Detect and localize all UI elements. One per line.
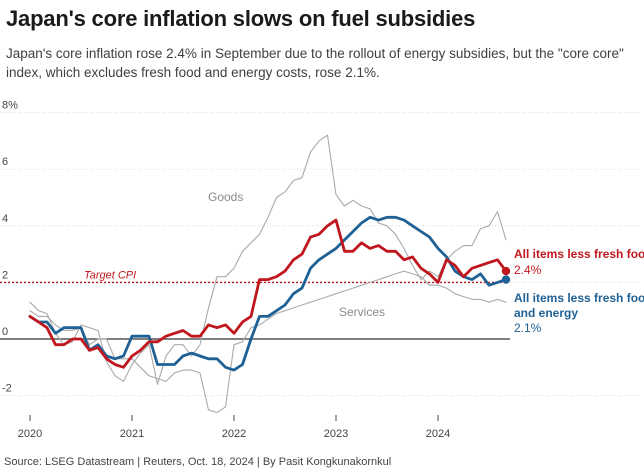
core-core-series-label: All items less fresh food	[514, 291, 644, 305]
x-tick-label: 2020	[18, 428, 42, 440]
chart-subtitle: Japan's core inflation rose 2.4% in Sept…	[6, 46, 624, 80]
core-series-label: All items less fresh food	[514, 247, 644, 261]
x-tick-label: 2021	[120, 428, 144, 440]
core-core-series-label-line2: and energy	[514, 306, 578, 320]
services-label: Services	[339, 305, 385, 319]
core-core-value-label: 2.1%	[514, 321, 542, 335]
target-label: Target CPI	[84, 269, 136, 281]
series-line-core-core	[28, 215, 508, 372]
y-tick-label: 4	[2, 213, 8, 225]
y-tick-label: 2	[2, 269, 8, 281]
x-tick-label: 2023	[324, 428, 348, 440]
y-tick-label: -2	[2, 383, 12, 395]
chart-title: Japan's core inflation slows on fuel sub…	[6, 6, 476, 31]
x-tick-label: 2024	[426, 428, 450, 440]
goods-label: Goods	[208, 190, 243, 204]
series-line-core	[28, 218, 508, 369]
source-footer: Source: LSEG Datastream | Reuters, Oct. …	[4, 456, 392, 468]
x-tick-label: 2022	[222, 428, 246, 440]
endpoint-core	[501, 266, 511, 276]
core-value-label: 2.4%	[514, 263, 542, 277]
endpoint-core-core	[501, 275, 511, 284]
y-tick-label: 6	[2, 156, 8, 168]
series-line-services	[29, 270, 507, 414]
y-tick-label: 8%	[2, 100, 18, 112]
y-tick-label: 0	[2, 326, 8, 338]
series-line-goods	[29, 134, 507, 385]
